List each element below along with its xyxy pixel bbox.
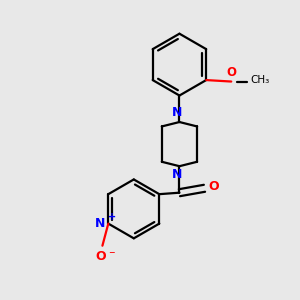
Text: O: O xyxy=(227,66,237,79)
Text: N: N xyxy=(94,217,105,230)
Text: O: O xyxy=(208,180,219,193)
Text: N: N xyxy=(172,168,182,181)
Text: O: O xyxy=(96,250,106,263)
Text: N: N xyxy=(172,106,182,119)
Text: CH₃: CH₃ xyxy=(250,75,270,85)
Text: ⁻: ⁻ xyxy=(108,249,114,262)
Text: +: + xyxy=(108,212,116,221)
